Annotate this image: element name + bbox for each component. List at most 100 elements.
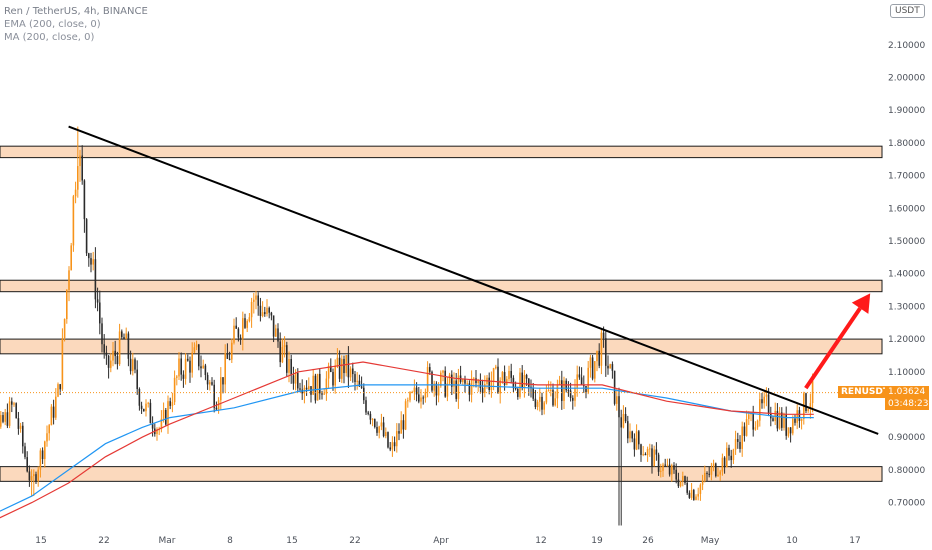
candle-body xyxy=(96,299,99,303)
candle-body xyxy=(74,189,77,197)
candle-body xyxy=(123,337,125,339)
candle-body xyxy=(360,386,363,388)
candle-body xyxy=(215,407,218,410)
candle-body xyxy=(737,439,739,442)
candle-body xyxy=(48,425,50,434)
candle-body xyxy=(380,422,383,427)
candle-body xyxy=(671,465,673,475)
candle-body xyxy=(778,412,781,429)
candle-body xyxy=(743,426,746,436)
candle-body xyxy=(556,384,559,399)
candle-body xyxy=(552,389,554,406)
candle-body xyxy=(723,457,726,468)
candle-body xyxy=(631,431,633,439)
candle-body xyxy=(484,384,486,393)
candle-body xyxy=(358,380,361,387)
candle-body xyxy=(726,447,728,468)
legend-symbol[interactable]: Ren / TetherUS, 4h, BINANCE xyxy=(4,6,148,17)
candle-body xyxy=(376,427,378,433)
candle-body xyxy=(519,372,521,397)
candle-body xyxy=(805,393,807,411)
candle-body xyxy=(418,394,420,402)
candle-body xyxy=(374,419,376,428)
candle-body xyxy=(224,353,226,385)
candle-body xyxy=(574,387,576,401)
candle-body xyxy=(220,377,222,401)
candle-body xyxy=(222,377,224,385)
candle-body xyxy=(569,390,572,398)
candle-body xyxy=(334,365,336,386)
candle-body xyxy=(182,374,185,379)
candle-body xyxy=(354,374,356,383)
candle-body xyxy=(433,383,435,391)
candle-body xyxy=(715,463,717,477)
candle-body xyxy=(35,474,37,482)
legend-ema[interactable]: EMA (200, close, 0) xyxy=(4,19,101,30)
candle-body xyxy=(772,418,774,421)
candle-body xyxy=(448,374,451,384)
y-tick-label: 2.10000 xyxy=(888,41,925,51)
x-tick-label: Mar xyxy=(159,536,176,546)
candle-body xyxy=(129,358,132,372)
y-tick-label: 1.20000 xyxy=(888,335,925,345)
candle-body xyxy=(437,386,440,396)
candle-body xyxy=(319,373,321,394)
candle-body xyxy=(539,396,541,402)
candle-body xyxy=(759,399,761,421)
candle-body xyxy=(336,357,339,366)
candle-body xyxy=(627,421,629,439)
candle-body xyxy=(228,358,231,360)
candle-body xyxy=(422,397,424,399)
x-tick-label: Apr xyxy=(433,536,449,546)
candle-body xyxy=(275,328,277,337)
candle-body xyxy=(132,359,134,372)
candle-body xyxy=(402,420,405,430)
candle-body xyxy=(473,378,475,380)
candle-body xyxy=(83,180,86,220)
candle-body xyxy=(756,420,759,428)
candle-body xyxy=(796,410,798,423)
y-tick-label: 0.70000 xyxy=(888,499,925,509)
candle-body xyxy=(578,374,581,378)
support-resistance-zone xyxy=(0,338,883,355)
candle-body xyxy=(165,409,167,425)
candle-body xyxy=(125,333,127,339)
candle-body xyxy=(415,387,418,395)
candle-body xyxy=(712,463,715,468)
candle-body xyxy=(583,385,585,387)
candle-body xyxy=(697,493,699,497)
candle-body xyxy=(235,325,237,329)
candle-body xyxy=(61,338,64,390)
candle-body xyxy=(110,360,112,368)
candle-body xyxy=(635,431,638,450)
candle-body xyxy=(657,454,660,472)
candle-body xyxy=(70,245,72,271)
y-tick-label: 1.10000 xyxy=(888,368,925,378)
candle-body xyxy=(532,388,534,399)
candle-body xyxy=(299,388,301,390)
candle-body xyxy=(426,367,429,392)
y-tick-label: 1.60000 xyxy=(888,204,925,214)
candle-body xyxy=(371,419,374,421)
currency-badge[interactable]: USDT xyxy=(890,4,925,18)
candle-body xyxy=(242,318,244,339)
candle-body xyxy=(800,419,803,421)
candle-body xyxy=(466,383,468,385)
candle-body xyxy=(26,457,28,472)
candle-body xyxy=(338,357,341,379)
candle-body xyxy=(600,332,603,366)
legend-ma[interactable]: MA (200, close, 0) xyxy=(4,32,95,43)
candle-body xyxy=(28,471,31,481)
candle-body xyxy=(8,401,11,426)
candle-body xyxy=(11,401,13,405)
candle-body xyxy=(662,464,664,471)
candle-body xyxy=(517,388,519,397)
candle-body xyxy=(41,450,44,460)
candle-body xyxy=(237,328,240,338)
candle-body xyxy=(341,358,343,379)
candle-body xyxy=(180,358,182,375)
candle-body xyxy=(189,360,191,373)
y-tick-label: 1.50000 xyxy=(888,237,925,247)
